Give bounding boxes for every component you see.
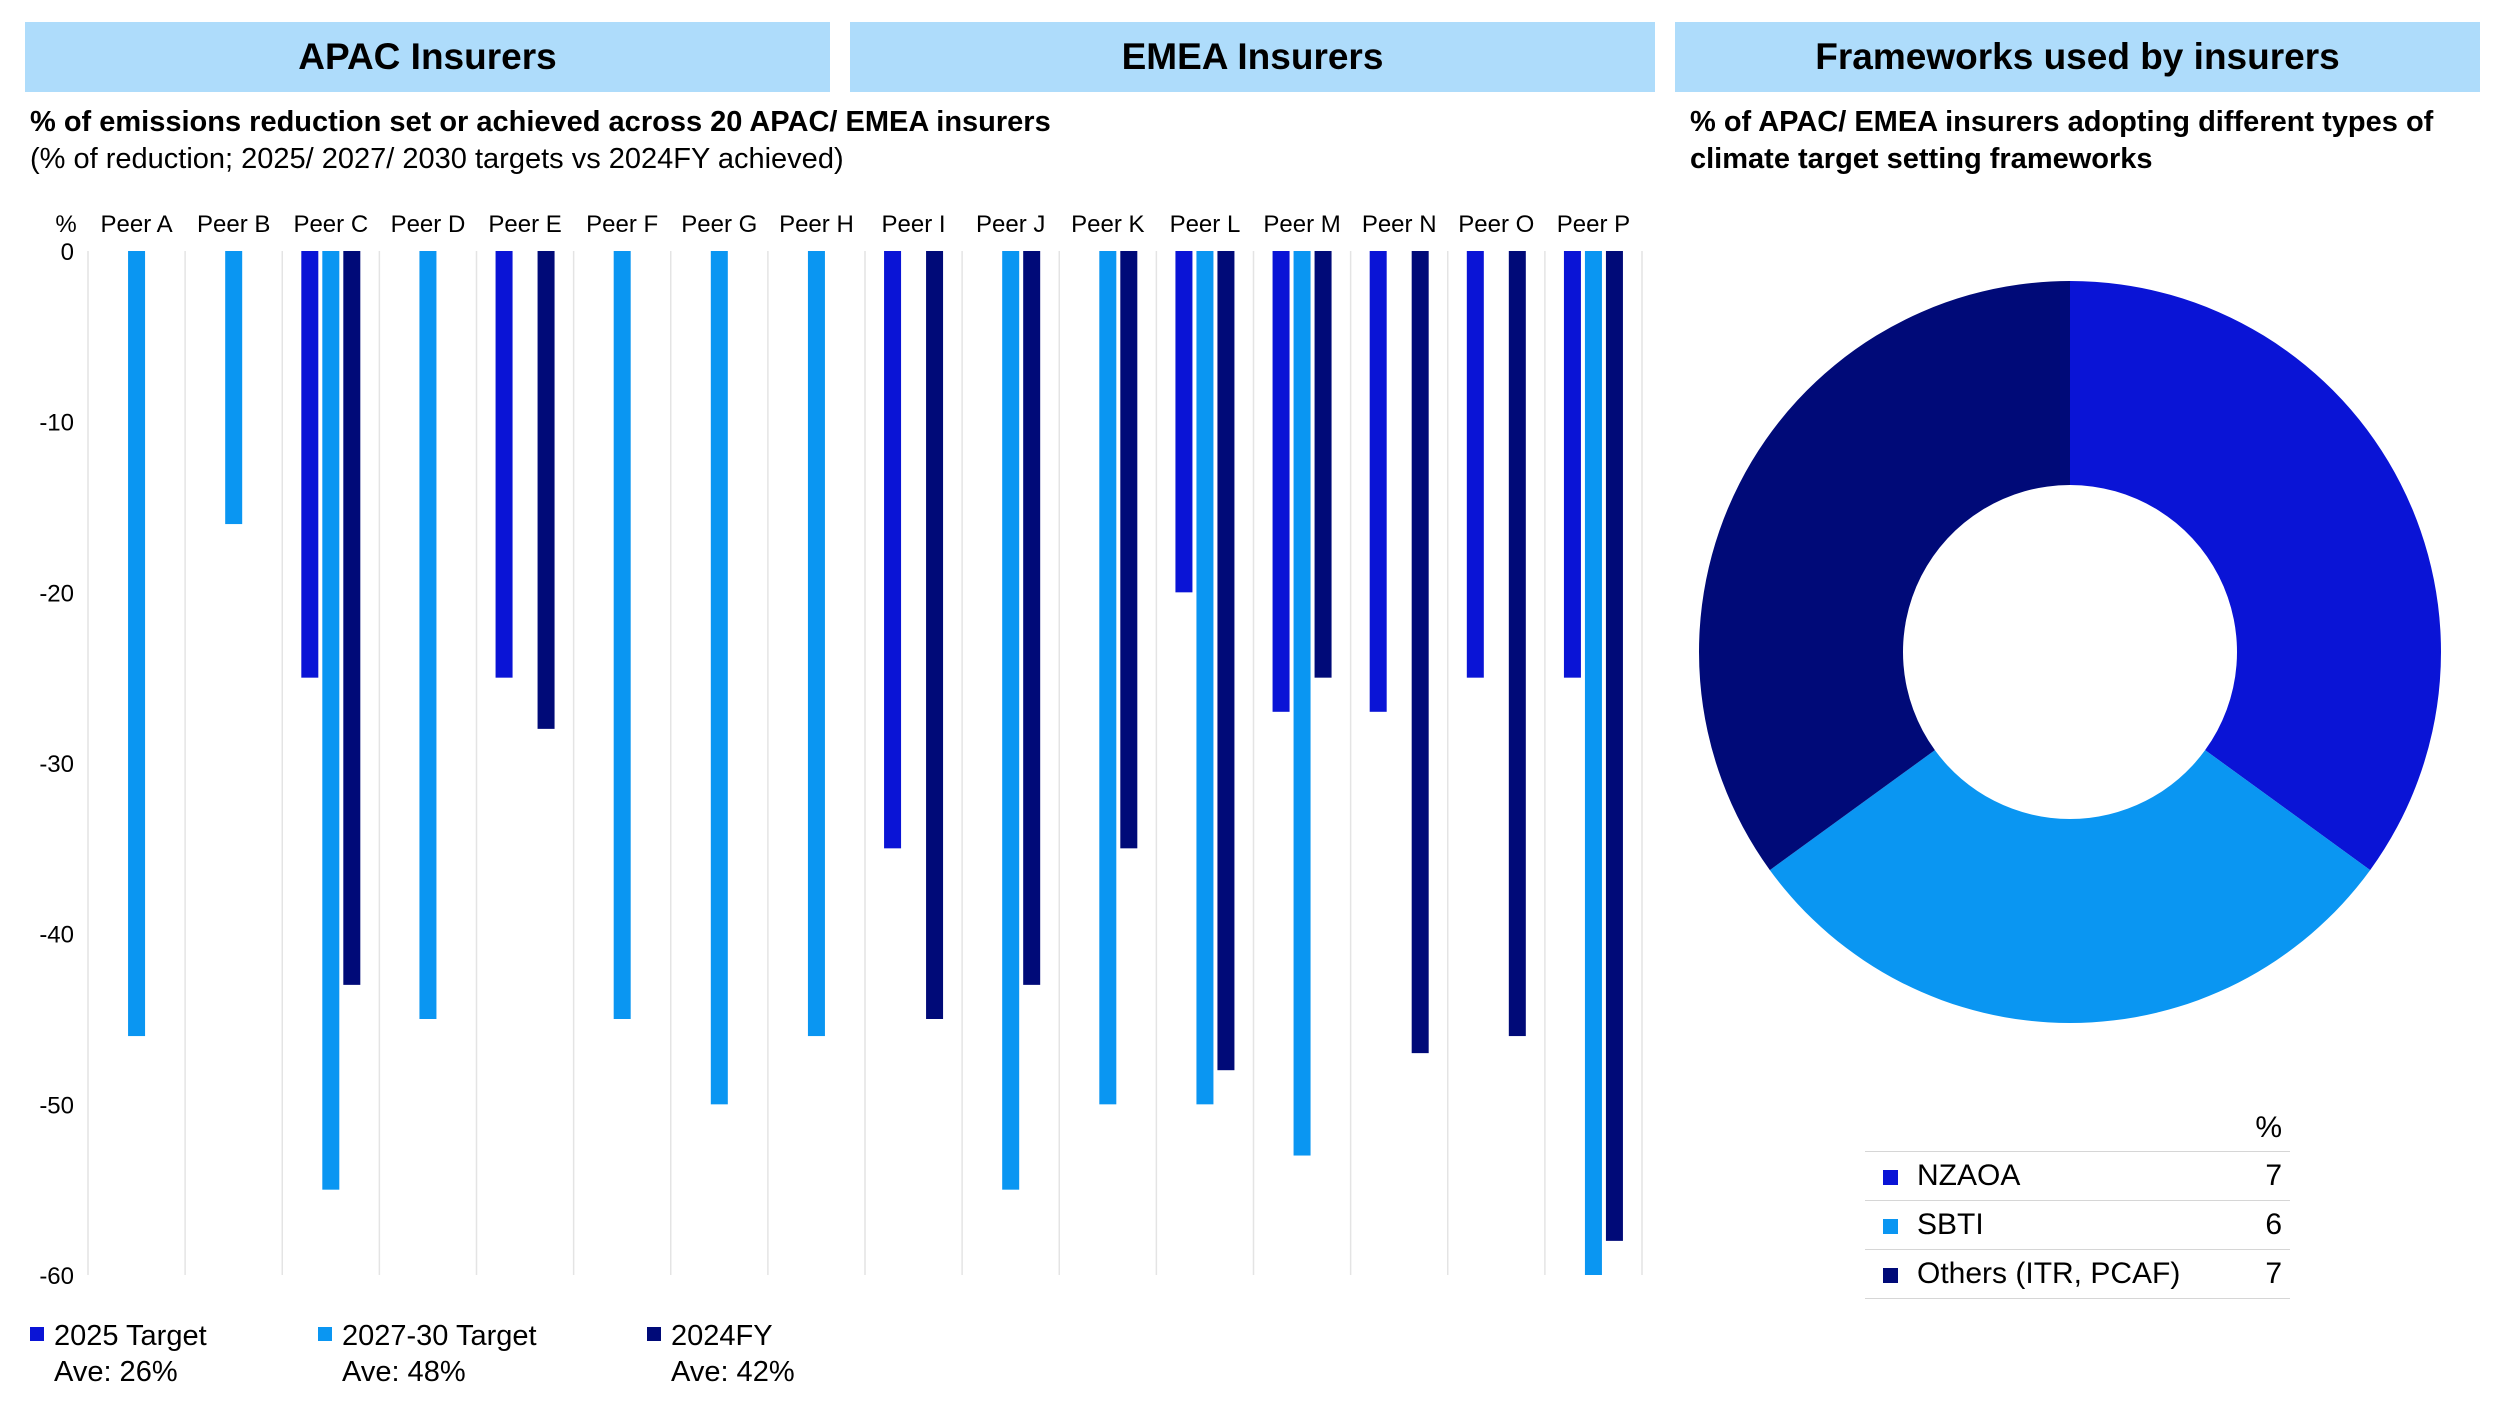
donut-slice-sbti: [1769, 750, 2371, 1023]
bar-2025-target: [1466, 251, 1484, 678]
emea-header-text: EMEA Insurers: [1121, 36, 1384, 77]
y-tick-label: -40: [39, 922, 74, 949]
bar-2027-30-target: [710, 251, 728, 1105]
legend-swatch-2027-30: [318, 1327, 332, 1342]
legend-2025-target: 2025 Target Ave: 26%: [30, 1318, 207, 1390]
bar-chart-title: % of emissions reduction set or achieved…: [30, 106, 1051, 138]
pie-legend-unit: %: [2255, 1111, 2282, 1144]
bar-2027-30-target: [1002, 251, 1020, 1190]
bar-2024fy: [1023, 251, 1041, 985]
pie-legend-header-row: %: [1865, 1105, 2290, 1152]
bar-chart-titles: % of emissions reduction set or achieved…: [30, 104, 1630, 178]
legend-2027-30-target: 2027-30 Target Ave: 48%: [318, 1318, 537, 1390]
bar-2027-30-target: [225, 251, 243, 525]
bar-2024fy: [1314, 251, 1332, 678]
pie-legend-swatch: [1883, 1219, 1898, 1234]
bar-2025-target: [495, 251, 513, 678]
legend-swatch-2024fy: [647, 1327, 661, 1342]
pie-legend-label: Others (ITR, PCAF): [1917, 1249, 2247, 1299]
bar-2027-30-target: [419, 251, 437, 1019]
pie-legend-swatch: [1883, 1268, 1898, 1283]
bar-2025-target: [1369, 251, 1387, 712]
pie-legend-swatch: [1883, 1170, 1898, 1185]
frameworks-header: Frameworks used by insurers: [1675, 22, 2480, 92]
pie-legend-row: SBTI 6: [1865, 1200, 2290, 1250]
bar-2025-target: [301, 251, 319, 678]
legend-ave-2024fy: Ave: 42%: [671, 1356, 795, 1388]
bar-2027-30-target: [613, 251, 631, 1019]
x-tick-label: Peer I: [882, 211, 946, 238]
legend-ave-2027-30: Ave: 48%: [342, 1356, 466, 1388]
bar-2024fy: [343, 251, 361, 985]
bar-2027-30-target: [128, 251, 146, 1037]
pie-legend-value: 7: [2246, 1151, 2290, 1201]
pie-legend-table: % NZAOA 7 SBTI 6 Others (ITR, PCAF) 7: [1865, 1105, 2290, 1299]
legend-ave-2025: Ave: 26%: [54, 1356, 178, 1388]
x-tick-label: Peer M: [1263, 211, 1340, 238]
x-tick-label: Peer C: [293, 211, 368, 238]
apac-header-text: APAC Insurers: [298, 36, 557, 77]
x-tick-label: Peer K: [1071, 211, 1144, 238]
x-tick-label: Peer D: [391, 211, 466, 238]
legend-label-2025: 2025 Target: [54, 1320, 207, 1352]
bar-2027-30-target: [1293, 251, 1311, 1156]
pie-legend-row: NZAOA 7: [1865, 1151, 2290, 1201]
bar-2024fy: [537, 251, 555, 729]
bar-2024fy: [1411, 251, 1429, 1054]
x-tick-label: Peer P: [1557, 211, 1630, 238]
x-tick-label: Peer E: [488, 211, 561, 238]
pie-legend-label: NZAOA: [1917, 1151, 2247, 1201]
x-tick-label: Peer G: [681, 211, 757, 238]
bar-2027-30-target: [1099, 251, 1117, 1105]
y-tick-label: -60: [39, 1263, 74, 1290]
y-tick-label: -20: [39, 580, 74, 607]
x-tick-label: Peer O: [1458, 211, 1534, 238]
y-tick-label: -30: [39, 751, 74, 778]
bar-2024fy: [1605, 251, 1623, 1241]
legend-2024fy: 2024FY Ave: 42%: [647, 1318, 795, 1390]
y-axis-unit: %: [55, 211, 76, 238]
legend-swatch-2025: [30, 1327, 44, 1342]
legend-label-2024fy: 2024FY: [671, 1320, 773, 1352]
bar-2025-target: [884, 251, 902, 849]
y-tick-label: -10: [39, 410, 74, 437]
y-tick-label: 0: [61, 239, 74, 266]
bar-2024fy: [1508, 251, 1526, 1037]
bar-2027-30-target: [322, 251, 340, 1190]
bar-2027-30-target: [1584, 251, 1602, 1275]
bar-2024fy: [1120, 251, 1138, 849]
bar-2025-target: [1175, 251, 1193, 593]
pie-legend-value: 7: [2246, 1249, 2290, 1299]
x-tick-label: Peer L: [1170, 211, 1241, 238]
y-tick-label: -50: [39, 1092, 74, 1119]
x-tick-label: Peer J: [976, 211, 1045, 238]
bar-chart-subtitle: (% of reduction; 2025/ 2027/ 2030 target…: [30, 143, 844, 175]
x-tick-label: Peer H: [779, 211, 854, 238]
pie-chart-title: % of APAC/ EMEA insurers adopting differ…: [1690, 106, 2434, 175]
bar-2024fy: [1217, 251, 1235, 1071]
x-tick-label: Peer B: [197, 211, 270, 238]
pie-legend-label: SBTI: [1917, 1200, 2247, 1250]
apac-header: APAC Insurers: [25, 22, 830, 92]
donut-slice-others-itr-pcaf: [1699, 281, 2070, 871]
legend-label-2027-30: 2027-30 Target: [342, 1320, 537, 1352]
bar-2027-30-target: [807, 251, 825, 1037]
bar-2027-30-target: [1196, 251, 1214, 1105]
x-tick-label: Peer F: [586, 211, 658, 238]
bar-2025-target: [1563, 251, 1581, 678]
pie-legend-row: Others (ITR, PCAF) 7: [1865, 1249, 2290, 1299]
bar-2025-target: [1272, 251, 1290, 712]
donut-slice-nzaoa: [2070, 281, 2441, 871]
emea-header: EMEA Insurers: [850, 22, 1655, 92]
x-tick-label: Peer N: [1362, 211, 1437, 238]
bar-2024fy: [926, 251, 944, 1019]
frameworks-header-text: Frameworks used by insurers: [1815, 36, 2340, 77]
pie-legend-value: 6: [2246, 1200, 2290, 1250]
x-tick-label: Peer A: [101, 211, 173, 238]
